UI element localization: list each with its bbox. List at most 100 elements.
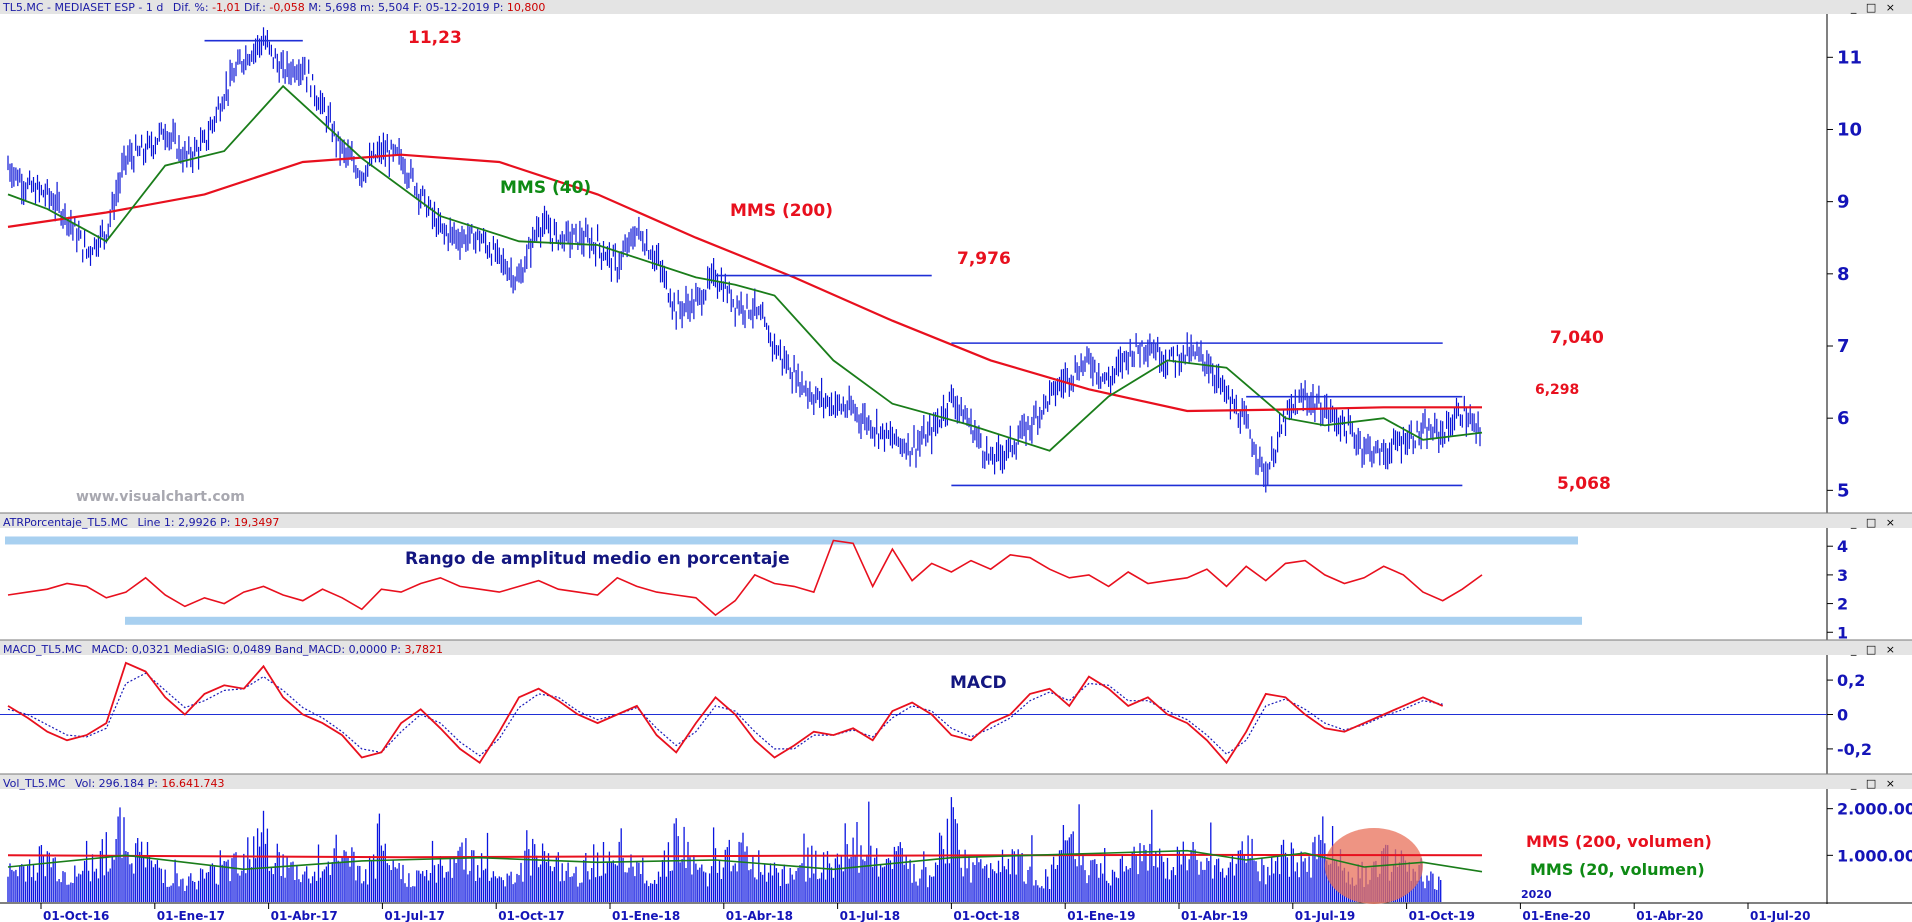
y-tick-label: 0 <box>1837 706 1848 725</box>
stat-label: P: <box>390 643 405 656</box>
volume-panel-stats: Vol: 296.184 P: 16.641.743 <box>75 777 225 790</box>
annotation-level-6298: 6,298 <box>1535 382 1580 398</box>
mms40-line <box>7 84 1483 452</box>
stat-value: 0,0000 <box>348 643 388 656</box>
x-tick-label: 01-Oct-18 <box>953 909 1019 922</box>
x-tick-label: 01-Ene-19 <box>1067 909 1135 922</box>
x-tick-label: 01-Oct-19 <box>1409 909 1475 922</box>
stat-value: 5,504 <box>377 1 410 14</box>
annotation-high: 11,23 <box>408 28 462 48</box>
x-year-marker: 2020 <box>1521 888 1552 901</box>
x-tick-label: 01-Abr-17 <box>271 909 338 922</box>
volume-panel-header: Vol_TL5.MC Vol: 296.184 P: 16.641.743 <box>3 777 224 790</box>
x-tick-label: 01-Abr-19 <box>1181 909 1248 922</box>
annotation-mms40: MMS (40) <box>500 178 592 198</box>
stat-value: 0,0321 <box>131 643 171 656</box>
atr-annotation: Rango de amplitud medio en porcentaje <box>405 549 790 569</box>
volume-mms20-line <box>7 849 1483 873</box>
y-tick-label: 1 <box>1837 623 1848 642</box>
atr-panel-stats: Line 1: 2,9926 P: 19,3497 <box>137 516 279 529</box>
y-tick-label: 0,2 <box>1837 671 1865 690</box>
volume-annotation-mms20: MMS (20, volumen) <box>1530 860 1705 879</box>
macd-annotation: MACD <box>950 673 1007 693</box>
macd-panel-header: MACD_TL5.MC MACD: 0,0321 MediaSIG: 0,048… <box>3 643 443 656</box>
y-tick-label: 1.000.000 <box>1837 846 1912 865</box>
y-tick-label: 3 <box>1837 566 1848 585</box>
price-panel-stats: Dif. %: -1,01 Dif.: -0,058 M: 5,698 m: 5… <box>173 1 546 14</box>
volume-bars-group <box>7 797 1442 902</box>
x-tick-label: 01-Oct-17 <box>498 909 564 922</box>
y-tick-label: 5 <box>1837 480 1850 501</box>
y-tick-label: 6 <box>1837 408 1850 429</box>
y-tick-label: 8 <box>1837 264 1850 285</box>
stat-label: Line 1: <box>137 516 179 529</box>
y-tick-label: 7 <box>1837 336 1850 357</box>
stat-value: -1,01 <box>212 1 241 14</box>
x-tick-label: 01-Abr-20 <box>1636 909 1703 922</box>
atr-window-controls[interactable]: _ □ × <box>1850 516 1898 529</box>
stat-label: P: <box>220 516 234 529</box>
stat-label: F: <box>412 1 426 14</box>
stat-value: 5,698 <box>325 1 357 14</box>
price-header-bar <box>0 0 1912 14</box>
y-tick-label: 2 <box>1837 595 1848 614</box>
macd-line <box>7 661 1444 765</box>
macd-panel-title: MACD_TL5.MC <box>3 643 82 656</box>
stat-value: 296.184 <box>98 777 145 790</box>
stat-value: 05-12-2019 <box>425 1 490 14</box>
stat-value: 10,800 <box>506 1 546 14</box>
stat-label: m: <box>360 1 378 14</box>
panel-header-bar <box>0 640 1912 655</box>
x-tick-label: 01-Ene-20 <box>1522 909 1590 922</box>
volume-window-controls[interactable]: _ □ × <box>1850 777 1898 790</box>
price-panel-title: TL5.MC - MEDIASET ESP - 1 d <box>3 1 164 14</box>
atr-lower-band <box>125 616 1582 625</box>
x-tick-label: 01-Abr-18 <box>726 909 793 922</box>
stat-label: Band_MACD: <box>274 643 349 656</box>
x-tick-label: 01-Ene-17 <box>157 909 225 922</box>
stat-label: P: <box>493 1 507 14</box>
atr-panel-header: ATRPorcentaje_TL5.MC Line 1: 2,9926 P: 1… <box>3 516 279 529</box>
x-tick-label: 01-Jul-17 <box>384 909 444 922</box>
stat-value: 2,9926 <box>178 516 217 529</box>
stat-value: -0,058 <box>269 1 305 14</box>
atr-panel-title: ATRPorcentaje_TL5.MC <box>3 516 128 529</box>
macd-panel-stats: MACD: 0,0321 MediaSIG: 0,0489 Band_MACD:… <box>92 643 443 656</box>
y-tick-label: 2.000.000 <box>1837 800 1912 819</box>
panel-header-bar <box>0 513 1912 528</box>
price-bars-group <box>7 27 1481 493</box>
x-tick-label: 01-Jul-18 <box>840 909 900 922</box>
stat-label: MACD: <box>91 643 132 656</box>
stat-value: 3,7821 <box>404 643 443 656</box>
y-tick-label: 4 <box>1837 537 1848 556</box>
stat-label: MediaSIG: <box>173 643 233 656</box>
stat-value: 0,0489 <box>232 643 272 656</box>
price-window-controls[interactable]: _ □ × <box>1850 1 1898 14</box>
stat-value: 16.641.743 <box>161 777 225 790</box>
y-tick-label: 9 <box>1837 192 1850 213</box>
price-panel-header: TL5.MC - MEDIASET ESP - 1 d Dif. %: -1,0… <box>3 1 545 14</box>
watermark: www.visualchart.com <box>76 489 245 505</box>
y-tick-label: 10 <box>1837 119 1862 140</box>
annotation-level-7976: 7,976 <box>957 249 1011 269</box>
mms200-line <box>7 153 1482 413</box>
stat-label: P: <box>147 777 162 790</box>
stat-label: Dif. %: <box>172 1 213 14</box>
stat-label: Vol: <box>74 777 99 790</box>
volume-panel-title: Vol_TL5.MC <box>3 777 66 790</box>
x-tick-label: 01-Ene-18 <box>612 909 680 922</box>
x-tick-label: 01-Jul-20 <box>1750 909 1810 922</box>
annotation-level-7040: 7,040 <box>1550 328 1604 348</box>
volume-mms200-line <box>7 853 1483 859</box>
annotation-level-5068: 5,068 <box>1557 474 1611 494</box>
x-tick-label: 01-Oct-16 <box>43 909 109 922</box>
macd-window-controls[interactable]: _ □ × <box>1850 643 1898 656</box>
stat-label: Dif.: <box>244 1 270 14</box>
y-tick-label: -0,2 <box>1837 740 1872 759</box>
volume-annotation-mms200: MMS (200, volumen) <box>1526 832 1712 851</box>
panel-header-bar <box>0 774 1912 789</box>
annotation-mms200: MMS (200) <box>730 201 834 221</box>
stat-value: 19,3497 <box>233 516 280 529</box>
y-tick-label: 11 <box>1837 47 1862 68</box>
